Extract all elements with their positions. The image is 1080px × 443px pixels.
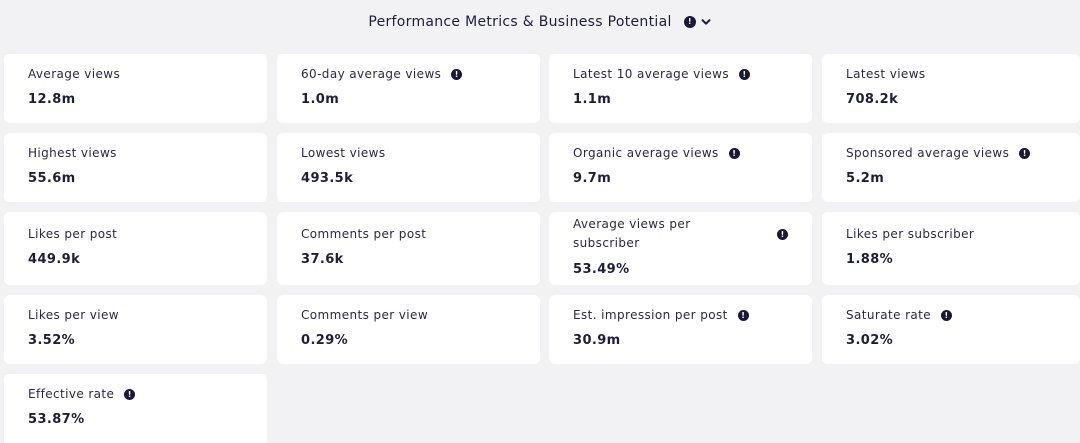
- metric-card-organic-average-views: Organic average views! 9.7m: [549, 133, 812, 202]
- info-icon[interactable]: !: [777, 229, 788, 240]
- metric-label: Latest 10 average views: [573, 67, 730, 81]
- metric-label: Comments per post: [301, 227, 427, 241]
- info-icon[interactable]: !: [1019, 147, 1031, 159]
- metric-value: 37.6k: [301, 252, 344, 267]
- metric-value: 493.5k: [301, 171, 354, 186]
- metric-value: 1.88%: [846, 252, 894, 267]
- metric-card-comments-per-post: Comments per post 37.6k: [277, 212, 540, 285]
- metric-card-sponsored-average-views: Sponsored average views! 5.2m: [822, 133, 1080, 202]
- section-header: Performance Metrics & Business Potential…: [0, 0, 1080, 44]
- metric-label: Est. impression per post: [573, 308, 728, 322]
- info-icon[interactable]: !: [941, 309, 953, 321]
- metric-label: Likes per post: [28, 227, 118, 241]
- metric-value: 53.49%: [573, 262, 630, 277]
- metric-label: Sponsored average views: [846, 146, 1010, 160]
- metric-card-est-impression-per-post: Est. impression per post! 30.9m: [549, 295, 812, 364]
- metric-value: 3.52%: [28, 333, 76, 348]
- metric-card-likes-per-subscriber: Likes per subscriber 1.88%: [822, 212, 1080, 285]
- metric-value: 1.0m: [301, 92, 340, 107]
- metric-value: 9.7m: [573, 171, 612, 186]
- metric-value: 5.2m: [846, 171, 885, 186]
- metric-label: Saturate rate: [846, 308, 932, 322]
- metric-label: Average views per subscriber: [573, 217, 691, 250]
- metric-card-average-views: Average views 12.8m: [4, 54, 267, 123]
- metric-card-effective-rate: Effective rate! 53.87%: [4, 374, 267, 443]
- metric-value: 53.87%: [28, 412, 85, 427]
- metric-value: 449.9k: [28, 252, 81, 267]
- info-icon[interactable]: !: [739, 68, 751, 80]
- chevron-down-icon[interactable]: [700, 16, 712, 28]
- info-icon[interactable]: !: [737, 309, 749, 321]
- metric-label: Organic average views: [573, 146, 719, 160]
- metric-value: 708.2k: [846, 92, 899, 107]
- metric-value: 0.29%: [301, 333, 349, 348]
- metric-label: Comments per view: [301, 308, 429, 322]
- metric-card-comments-per-view: Comments per view 0.29%: [277, 295, 540, 364]
- metric-card-saturate-rate: Saturate rate! 3.02%: [822, 295, 1080, 364]
- section-title: Performance Metrics & Business Potential: [368, 14, 672, 30]
- metric-card-latest-views: Latest views 708.2k: [822, 54, 1080, 123]
- metric-label: Lowest views: [301, 146, 386, 160]
- metric-label: Latest views: [846, 67, 926, 81]
- metric-value: 30.9m: [573, 333, 621, 348]
- metric-label: Likes per subscriber: [846, 227, 975, 241]
- metric-card-average-views-per-subscriber: Average views per subscriber ! 53.49%: [549, 212, 812, 285]
- metric-label: Likes per view: [28, 308, 119, 322]
- info-icon[interactable]: !: [124, 388, 136, 400]
- metric-value: 1.1m: [573, 92, 612, 107]
- info-icon[interactable]: !: [728, 147, 740, 159]
- metric-card-lowest-views: Lowest views 493.5k: [277, 133, 540, 202]
- metric-value: 12.8m: [28, 92, 76, 107]
- metric-label: 60-day average views: [301, 67, 442, 81]
- metric-value: 3.02%: [846, 333, 894, 348]
- metric-label: Effective rate: [28, 387, 115, 401]
- metric-card-highest-views: Highest views 55.6m: [4, 133, 267, 202]
- metric-card-60-day-average-views: 60-day average views! 1.0m: [277, 54, 540, 123]
- info-icon[interactable]: !: [683, 16, 696, 28]
- metric-card-likes-per-post: Likes per post 449.9k: [4, 212, 267, 285]
- metric-label: Highest views: [28, 146, 117, 160]
- metric-card-likes-per-view: Likes per view 3.52%: [4, 295, 267, 364]
- metric-value: 55.6m: [28, 171, 76, 186]
- metric-card-latest-10-average-views: Latest 10 average views! 1.1m: [549, 54, 812, 123]
- info-icon[interactable]: !: [451, 68, 463, 80]
- metric-label: Average views: [28, 67, 121, 81]
